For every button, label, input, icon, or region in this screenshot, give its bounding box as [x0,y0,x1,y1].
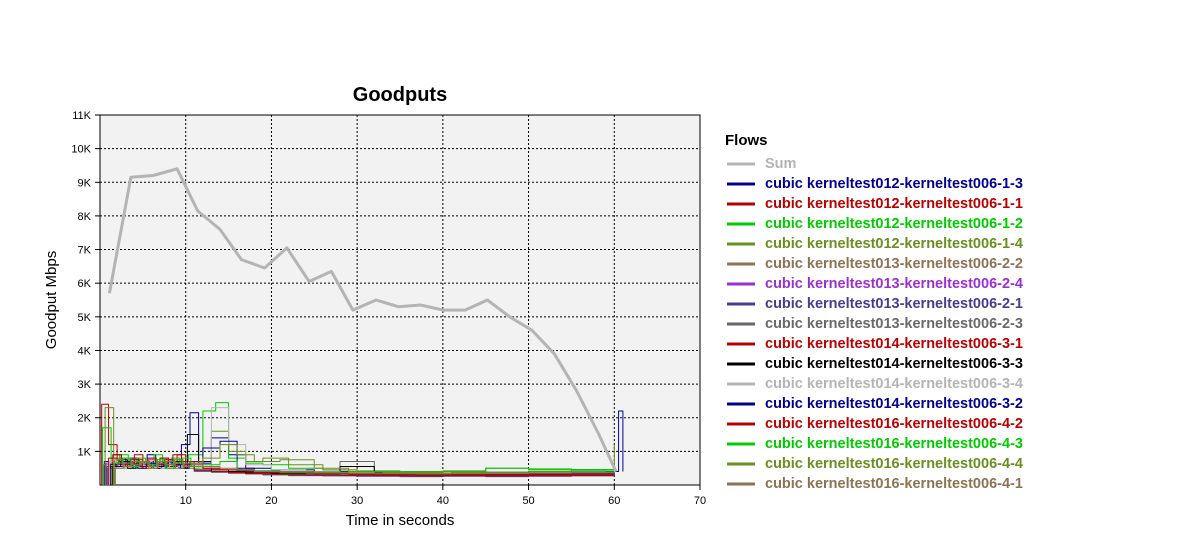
grid-lines [100,115,700,485]
series-line-cubic-kerneltest016-kerneltest006-4-4 [114,444,615,485]
y-tick-label: 3K [78,379,92,391]
y-axis-label: Goodput Mbps [43,251,60,349]
legend-label-cubic-kerneltest013-kerneltest006-2-3: cubic kerneltest013-kerneltest006-2-3 [765,316,1023,332]
legend-label-cubic-kerneltest013-kerneltest006-2-1: cubic kerneltest013-kerneltest006-2-1 [765,296,1023,312]
legend-label-cubic-kerneltest013-kerneltest006-2-2: cubic kerneltest013-kerneltest006-2-2 [765,256,1023,272]
legend-label-cubic-kerneltest014-kerneltest006-3-4: cubic kerneltest014-kerneltest006-3-4 [765,376,1023,392]
legend-label-cubic-kerneltest014-kerneltest006-3-1: cubic kerneltest014-kerneltest006-3-1 [765,336,1023,352]
series-line-cubic-kerneltest014-kerneltest006-3-1 [108,457,615,485]
x-tick-label: 70 [694,495,706,507]
series-lines [101,167,624,485]
x-tick-label: 60 [608,495,620,507]
legend-label-cubic-kerneltest012-kerneltest006-1-3: cubic kerneltest012-kerneltest006-1-3 [765,176,1023,192]
legend-label-sum: Sum [765,156,796,172]
x-tick-label: 40 [437,495,449,507]
legend-label-cubic-kerneltest016-kerneltest006-4-1: cubic kerneltest016-kerneltest006-4-1 [765,476,1023,492]
legend-label-cubic-kerneltest016-kerneltest006-4-2: cubic kerneltest016-kerneltest006-4-2 [765,416,1023,432]
series-line-sum [107,167,618,473]
legend-label-cubic-kerneltest013-kerneltest006-2-4: cubic kerneltest013-kerneltest006-2-4 [765,276,1023,292]
series-line-cubic-kerneltest016-kerneltest006-4-2 [112,454,615,485]
y-tick-label: 8K [78,211,92,223]
y-tick-label: 1K [78,446,92,458]
x-tick-label: 50 [522,495,534,507]
y-tick-label: 11K [72,110,91,122]
x-axis-label: Time in seconds [346,512,455,529]
legend-label-cubic-kerneltest012-kerneltest006-1-4: cubic kerneltest012-kerneltest006-1-4 [765,236,1023,252]
chart-title: Goodputs [353,84,447,106]
x-tick-label: 30 [351,495,363,507]
legend-label-cubic-kerneltest012-kerneltest006-1-2: cubic kerneltest012-kerneltest006-1-2 [765,216,1023,232]
legend-label-cubic-kerneltest014-kerneltest006-3-3: cubic kerneltest014-kerneltest006-3-3 [765,356,1023,372]
legend-label-cubic-kerneltest016-kerneltest006-4-3: cubic kerneltest016-kerneltest006-4-3 [765,436,1023,452]
axis-ticks: 10 20 30 40 50 60 70 1K 2K 3K 4K 5K 6K 7K 8K 9K 10K 11K [71,110,706,507]
legend-title: Flows [725,132,768,149]
y-tick-label: 2K [78,413,92,425]
legend: Flows Sum cubic kerneltest012-kerneltest0… [725,132,1023,492]
plot-area [99,114,701,486]
x-tick-label: 10 [180,495,192,507]
legend-label-cubic-kerneltest012-kerneltest006-1-1: cubic kerneltest012-kerneltest006-1-1 [765,196,1023,212]
y-tick-label: 7K [78,245,92,257]
legend-label-cubic-kerneltest016-kerneltest006-4-4: cubic kerneltest016-kerneltest006-4-4 [765,456,1023,472]
y-tick-label: 10K [71,144,91,156]
y-tick-label: 4K [78,345,92,357]
y-tick-label: 9K [78,177,92,189]
legend-label-cubic-kerneltest014-kerneltest006-3-2: cubic kerneltest014-kerneltest006-3-2 [765,396,1023,412]
y-tick-label: 6K [78,278,92,290]
series-line-cubic-kerneltest016-kerneltest006-4-1 [114,461,615,485]
y-tick-label: 5K [78,312,92,324]
x-tick-label: 20 [265,495,277,507]
